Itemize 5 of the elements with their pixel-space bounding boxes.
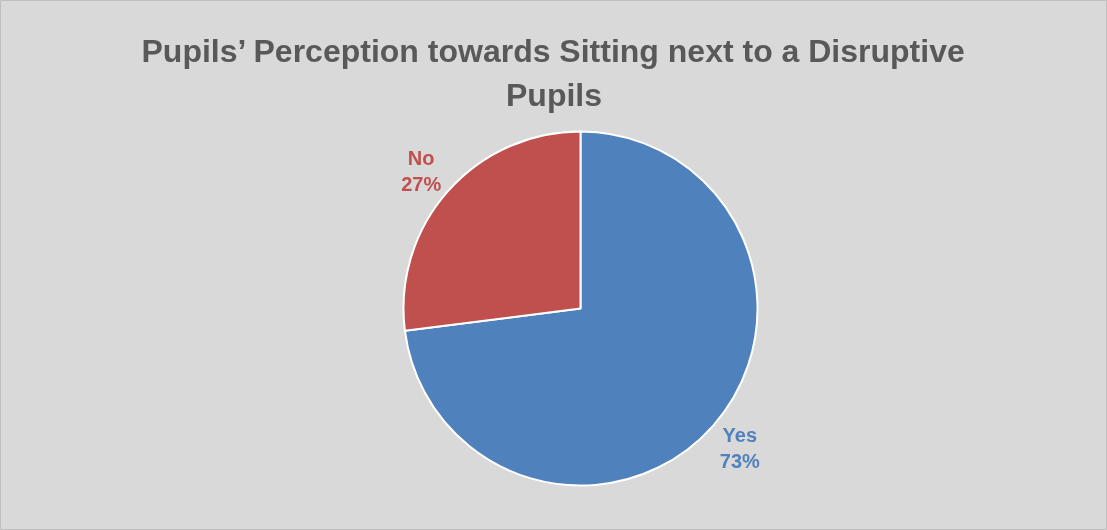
slice-label: No — [407, 147, 435, 170]
chart-title: Pupils’ Perception towards Sitting next to a Disruptive Pupils — [141, 32, 965, 113]
data-label: 73% — [719, 449, 761, 472]
slice-label: Yes — [722, 423, 758, 446]
data-label: 27% — [401, 173, 442, 196]
